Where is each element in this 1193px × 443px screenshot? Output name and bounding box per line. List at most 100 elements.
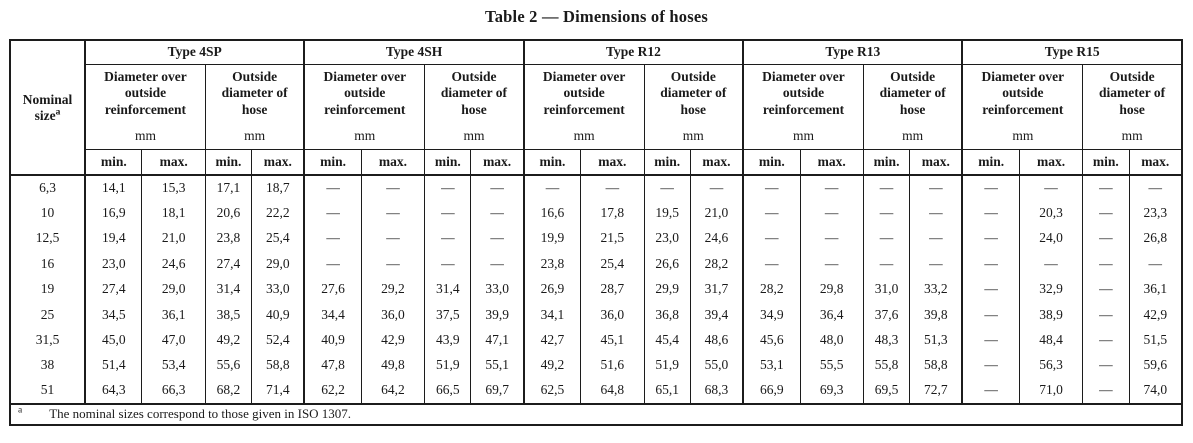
- value-cell: 14,1: [84, 175, 143, 201]
- max-column-header: max.: [580, 148, 645, 176]
- value-cell: 21,5: [580, 225, 645, 252]
- value-cell: 53,4: [141, 352, 206, 379]
- dimensions-table: Nominal sizea Type 4SP Type 4SH Type R12…: [9, 39, 1183, 426]
- max-column-header: max.: [251, 148, 305, 176]
- value-cell: —: [1082, 352, 1130, 379]
- value-cell: 55,1: [470, 352, 525, 379]
- unit-label: mm: [244, 127, 266, 143]
- value-cell: 64,2: [360, 378, 426, 404]
- value-cell: 65,1: [643, 378, 691, 404]
- value-cell: 48,3: [862, 327, 911, 353]
- value-cell: 19,5: [643, 200, 691, 226]
- min-column-header: min.: [84, 148, 143, 176]
- value-cell: 23,8: [522, 251, 582, 277]
- value-cell: —: [742, 251, 801, 277]
- min-column-header: min.: [303, 148, 362, 176]
- value-cell: 47,8: [303, 352, 362, 379]
- value-cell: 28,2: [689, 251, 744, 277]
- value-cell: —: [909, 251, 963, 277]
- value-cell: —: [360, 175, 426, 201]
- value-cell: 64,8: [580, 378, 645, 404]
- value-cell: 40,9: [303, 327, 362, 353]
- value-cell: —: [1082, 225, 1130, 252]
- value-cell: —: [909, 200, 963, 226]
- value-cell: 26,6: [643, 251, 691, 277]
- value-cell: 69,5: [862, 378, 911, 404]
- value-cell: 55,0: [689, 352, 744, 379]
- value-cell: 39,8: [909, 301, 963, 328]
- value-cell: 71,4: [251, 378, 305, 404]
- value-cell: —: [360, 200, 426, 226]
- value-cell: —: [1018, 175, 1084, 201]
- value-cell: 49,8: [360, 352, 426, 379]
- value-cell: —: [1128, 175, 1183, 201]
- max-column-header: max.: [1018, 148, 1084, 176]
- value-cell: 45,4: [643, 327, 691, 353]
- value-cell: —: [1128, 251, 1183, 277]
- minmax-header-row: min. max. min. max. min. max. min. max. min. max.…: [10, 148, 1183, 176]
- value-cell: 33,0: [251, 276, 305, 302]
- value-cell: —: [470, 175, 525, 201]
- nominal-size-cell: 10: [9, 200, 87, 226]
- value-cell: —: [1082, 327, 1130, 353]
- nominal-word: Nominal: [22, 91, 73, 107]
- footnote-mark: a: [18, 405, 23, 416]
- max-column-header: max.: [141, 148, 206, 176]
- value-cell: 72,7: [909, 378, 963, 404]
- value-cell: —: [862, 200, 911, 226]
- value-cell: 15,3: [141, 175, 206, 201]
- value-cell: 27,4: [84, 276, 143, 302]
- value-cell: 32,9: [1018, 276, 1084, 302]
- value-cell: 20,3: [1018, 200, 1084, 226]
- table-row: 31,5 45,0 47,0 49,2 52,4 40,9 42,9 43,9 47,1 42,7…: [9, 327, 1183, 353]
- value-cell: —: [360, 251, 426, 277]
- value-cell: —: [961, 352, 1020, 379]
- max-column-header: max.: [689, 148, 744, 176]
- value-cell: 45,0: [84, 327, 143, 353]
- value-cell: —: [424, 225, 472, 252]
- max-column-header: max.: [1128, 148, 1183, 176]
- subheader-row: Diameter over outside reinforcement mm Ou…: [10, 63, 1183, 150]
- subheader-reinforcement: Diameter over outside reinforcement mm: [84, 63, 206, 150]
- footnote-mark: a: [55, 107, 61, 117]
- value-cell: 18,1: [141, 200, 206, 226]
- value-cell: 36,1: [1128, 276, 1183, 302]
- type-header-row: Nominal sizea Type 4SP Type 4SH Type R12…: [9, 39, 1183, 176]
- value-cell: 74,0: [1128, 378, 1183, 404]
- value-cell: —: [799, 251, 864, 277]
- value-cell: —: [1082, 301, 1130, 328]
- value-cell: 55,8: [862, 352, 911, 379]
- footnote: a The nominal sizes correspond to those g…: [9, 402, 1183, 426]
- unit-label: mm: [354, 127, 376, 143]
- value-cell: —: [961, 378, 1020, 404]
- value-cell: —: [1018, 251, 1084, 277]
- value-cell: —: [961, 251, 1020, 277]
- value-cell: 51,9: [643, 352, 691, 379]
- value-cell: 69,7: [470, 378, 525, 404]
- value-cell: 16,9: [84, 200, 143, 226]
- value-cell: —: [742, 225, 801, 252]
- value-cell: 26,8: [1128, 225, 1183, 252]
- value-cell: 24,6: [141, 251, 206, 277]
- value-cell: —: [742, 200, 801, 226]
- value-cell: —: [470, 200, 525, 226]
- value-cell: —: [303, 251, 362, 277]
- value-cell: 19,9: [522, 225, 582, 252]
- max-column-header: max.: [799, 148, 864, 176]
- max-column-header: max.: [909, 148, 963, 176]
- value-cell: 31,7: [689, 276, 744, 302]
- value-cell: —: [909, 175, 963, 201]
- min-column-header: min.: [961, 148, 1020, 176]
- value-cell: 51,9: [424, 352, 472, 379]
- value-cell: 23,3: [1128, 200, 1183, 226]
- min-column-header: min.: [204, 148, 253, 176]
- min-column-header: min.: [522, 148, 582, 176]
- max-column-header: max.: [360, 148, 426, 176]
- value-cell: 34,1: [522, 301, 582, 328]
- nominal-size-cell: 38: [9, 352, 87, 379]
- value-cell: —: [580, 175, 645, 201]
- value-cell: 36,4: [799, 301, 864, 328]
- value-cell: 34,9: [742, 301, 801, 328]
- value-cell: 51,6: [580, 352, 645, 379]
- nominal-size-cell: 16: [9, 251, 87, 277]
